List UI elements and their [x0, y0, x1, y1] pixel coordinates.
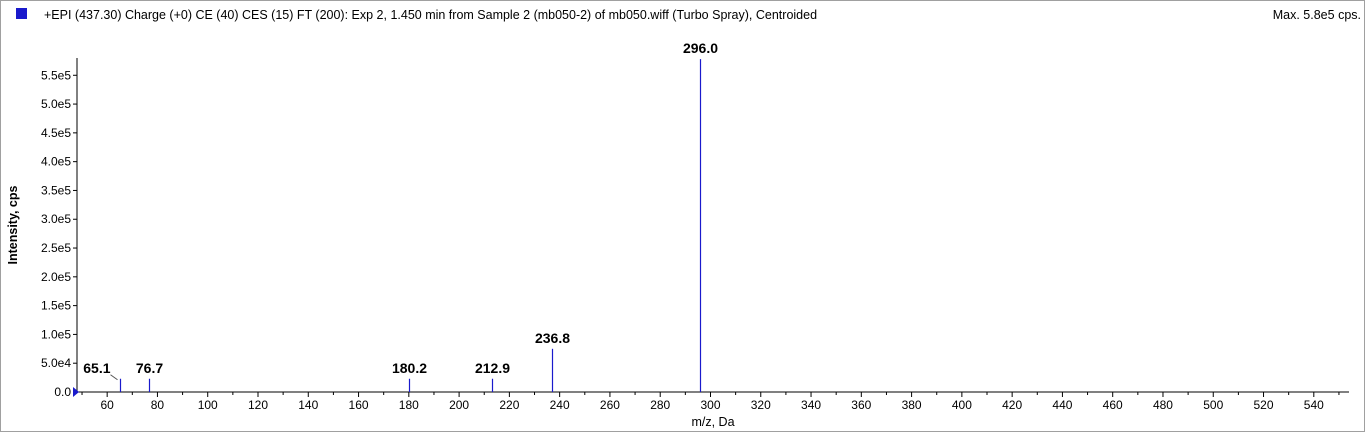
x-tick-label: 200	[449, 398, 469, 412]
x-tick-label: 240	[550, 398, 570, 412]
y-tick-label: 2.5e5	[41, 241, 71, 255]
peak-label: 236.8	[535, 330, 570, 346]
x-tick-label: 360	[851, 398, 871, 412]
x-tick-label: 500	[1203, 398, 1223, 412]
x-axis-label: m/z, Da	[691, 415, 734, 429]
x-tick-label: 140	[298, 398, 318, 412]
x-tick-label: 400	[952, 398, 972, 412]
x-tick-label: 340	[801, 398, 821, 412]
origin-marker-icon[interactable]	[73, 387, 79, 397]
x-tick-label: 60	[100, 398, 114, 412]
peak-label-leader	[110, 374, 118, 381]
y-tick-label: 1.0e5	[41, 327, 71, 341]
x-tick-label: 460	[1103, 398, 1123, 412]
x-tick-label: 80	[151, 398, 165, 412]
y-tick-label: 3.5e5	[41, 183, 71, 197]
max-intensity-label: Max. 5.8e5 cps.	[1272, 8, 1361, 22]
peak-label: 76.7	[136, 360, 163, 376]
peak-label: 212.9	[475, 360, 510, 376]
x-tick-label: 440	[1052, 398, 1072, 412]
x-tick-label: 120	[248, 398, 268, 412]
x-tick-label: 220	[499, 398, 519, 412]
y-tick-label: 5.5e5	[41, 68, 71, 82]
x-tick-label: 260	[600, 398, 620, 412]
x-tick-label: 100	[198, 398, 218, 412]
x-tick-label: 520	[1254, 398, 1274, 412]
x-tick-label: 480	[1153, 398, 1173, 412]
x-tick-label: 160	[349, 398, 369, 412]
x-tick-label: 540	[1304, 398, 1324, 412]
y-tick-label: 1.5e5	[41, 299, 71, 313]
x-tick-label: 420	[1002, 398, 1022, 412]
x-tick-label: 300	[700, 398, 720, 412]
x-tick-label: 280	[650, 398, 670, 412]
peak-label: 180.2	[392, 360, 427, 376]
series-legend-swatch[interactable]	[16, 8, 27, 19]
peak-label: 296.0	[683, 40, 718, 56]
chart-title: +EPI (437.30) Charge (+0) CE (40) CES (1…	[44, 8, 818, 22]
y-tick-label: 3.0e5	[41, 212, 71, 226]
x-tick-label: 180	[399, 398, 419, 412]
y-tick-label: 5.0e4	[41, 356, 71, 370]
y-tick-label: 4.0e5	[41, 155, 71, 169]
peak-label: 65.1	[83, 360, 110, 376]
y-axis-label: Intensity, cps	[6, 185, 20, 264]
x-tick-label: 320	[751, 398, 771, 412]
y-tick-label: 2.0e5	[41, 270, 71, 284]
y-tick-label: 5.0e5	[41, 97, 71, 111]
y-tick-label: 4.5e5	[41, 126, 71, 140]
x-tick-label: 380	[902, 398, 922, 412]
y-tick-label: 0.0	[54, 385, 71, 399]
